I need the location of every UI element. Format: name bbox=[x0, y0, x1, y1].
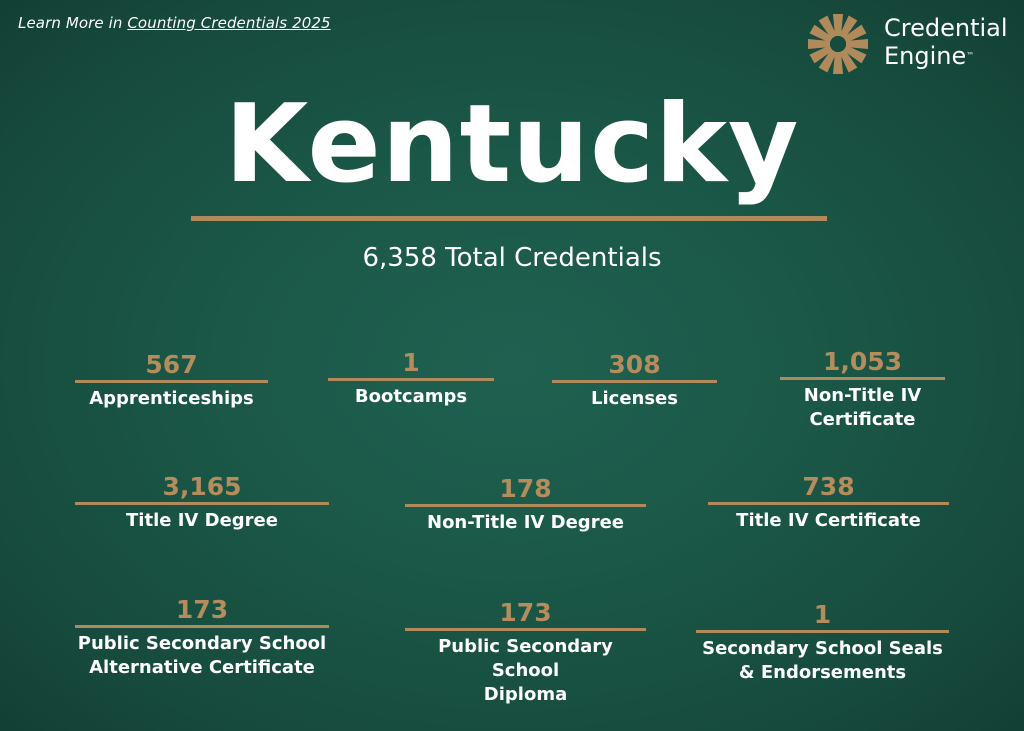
stat-public-secondary-alt-certificate: 173 Public Secondary School Alternative … bbox=[75, 595, 329, 680]
stat-value: 173 bbox=[499, 598, 552, 627]
stat-label: Title IV Certificate bbox=[736, 510, 921, 531]
stat-value: 1,053 bbox=[822, 347, 903, 376]
stat-value: 173 bbox=[175, 595, 229, 624]
stat-value: 308 bbox=[608, 350, 661, 379]
stat-divider bbox=[696, 630, 949, 633]
stat-title-iv-degree: 3,165 Title IV Degree bbox=[75, 472, 329, 533]
logo-line-1: Credential bbox=[884, 14, 1008, 42]
logo-trademark: ™ bbox=[966, 51, 975, 60]
credential-engine-logo[interactable]: Credential Engine™ bbox=[806, 12, 1008, 78]
stat-label-line-2: & Endorsements bbox=[738, 662, 907, 683]
counting-credentials-link[interactable]: Counting Credentials 2025 bbox=[127, 14, 331, 32]
stat-divider bbox=[405, 504, 646, 507]
title-divider bbox=[191, 216, 827, 221]
learn-more-link[interactable]: Learn More in Counting Credentials 2025 bbox=[18, 14, 331, 32]
logo-wordmark: Credential Engine™ bbox=[884, 14, 1008, 70]
stat-label: Title IV Degree bbox=[126, 510, 278, 531]
stat-value: 567 bbox=[145, 350, 198, 379]
state-title: Kentucky bbox=[224, 82, 800, 207]
stat-divider bbox=[75, 625, 329, 628]
stat-secondary-seals-endorsements: 1 Secondary School Seals & Endorsements bbox=[696, 600, 949, 685]
stat-value: 738 bbox=[802, 472, 855, 501]
stat-label-line-2: Alternative Certificate bbox=[89, 657, 315, 678]
stat-bootcamps: 1 Bootcamps bbox=[328, 348, 494, 409]
stat-value: 1 bbox=[402, 348, 420, 377]
stat-public-secondary-diploma: 173 Public Secondary School Diploma bbox=[405, 598, 646, 707]
stat-divider bbox=[780, 377, 945, 380]
logo-line-2: Engine bbox=[884, 42, 967, 70]
stat-label: Bootcamps bbox=[354, 386, 468, 407]
stat-value: 1 bbox=[813, 600, 832, 629]
stat-value: 178 bbox=[499, 474, 552, 503]
stat-label: Apprenticeships bbox=[89, 388, 254, 409]
stat-apprenticeships: 567 Apprenticeships bbox=[75, 350, 268, 411]
stat-divider bbox=[75, 380, 268, 383]
stat-non-title-iv-certificate: 1,053 Non-Title IV Certificate bbox=[780, 347, 945, 432]
stat-label-line-1: Public Secondary School bbox=[438, 636, 613, 681]
stat-label-line-1: Public Secondary School bbox=[77, 633, 327, 654]
stat-title-iv-certificate: 738 Title IV Certificate bbox=[708, 472, 949, 533]
stat-non-title-iv-degree: 178 Non-Title IV Degree bbox=[405, 474, 646, 535]
total-credentials: 6,358 Total Credentials bbox=[362, 243, 662, 273]
stat-label-line-2: Certificate bbox=[809, 409, 916, 430]
stat-label: Licenses bbox=[591, 388, 678, 409]
stat-divider bbox=[708, 502, 949, 505]
stat-label-line-2: Diploma bbox=[483, 684, 568, 705]
stat-divider bbox=[328, 378, 494, 381]
learn-more-prefix: Learn More in bbox=[18, 14, 128, 32]
stat-label: Non-Title IV Degree bbox=[427, 512, 624, 533]
stat-label-line-1: Secondary School Seals bbox=[702, 638, 943, 659]
stat-label-line-1: Non-Title IV bbox=[803, 385, 922, 406]
stat-divider bbox=[552, 380, 717, 383]
stat-licenses: 308 Licenses bbox=[552, 350, 717, 411]
credential-engine-logo-mark-icon bbox=[808, 14, 868, 74]
stat-divider bbox=[75, 502, 329, 505]
stat-divider bbox=[405, 628, 646, 631]
stat-value: 3,165 bbox=[162, 472, 242, 501]
